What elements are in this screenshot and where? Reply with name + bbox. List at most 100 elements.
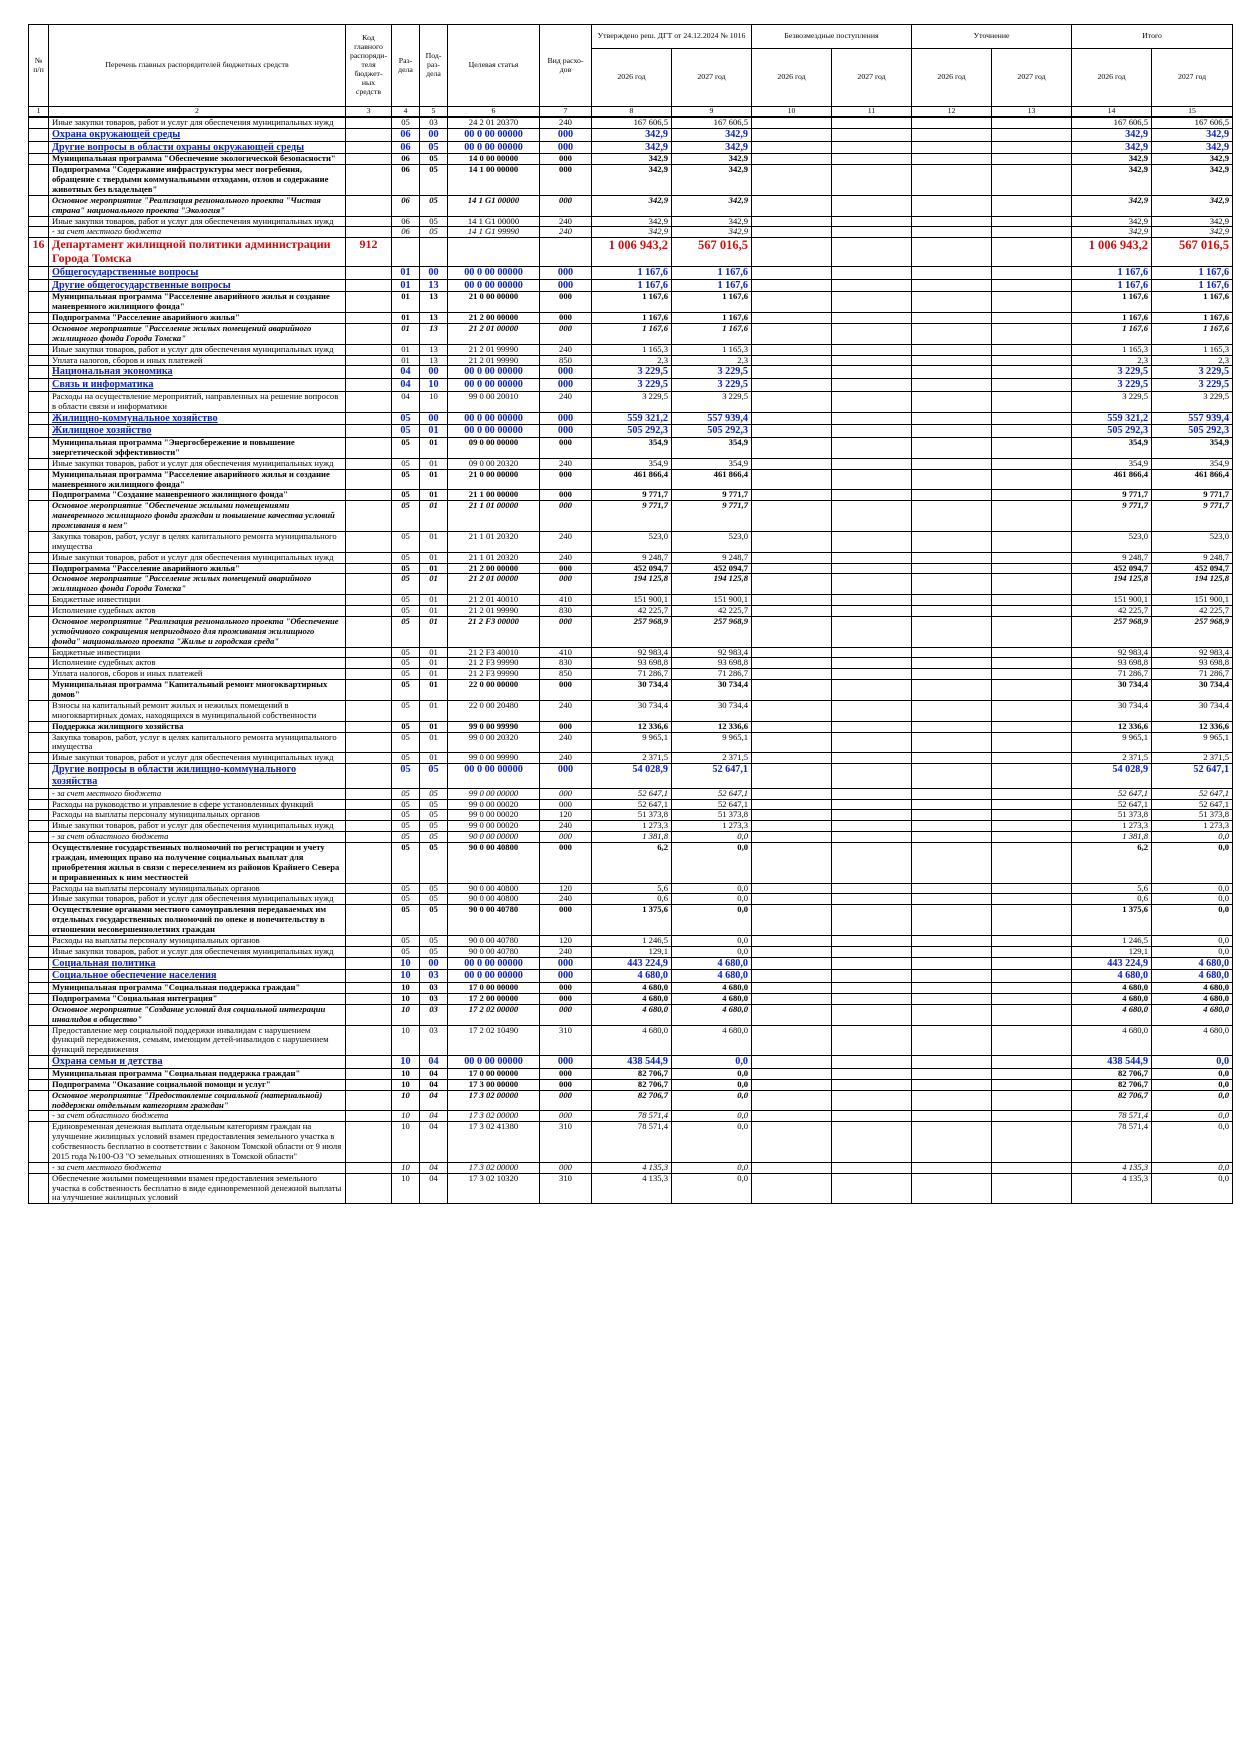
row-code bbox=[345, 1067, 392, 1080]
row-vid: 000 bbox=[539, 489, 592, 502]
row-target: 99 0 00 99990 bbox=[447, 720, 540, 733]
total-2027: 342,9 bbox=[1151, 215, 1234, 228]
free-2027 bbox=[831, 390, 913, 413]
row-name: Основное мероприятие "Реализация региона… bbox=[48, 194, 346, 217]
table-row: Основное мероприятие "Создание условий д… bbox=[28, 1003, 1234, 1026]
row-vid: 240 bbox=[539, 731, 592, 754]
row-code bbox=[345, 354, 392, 367]
row-target: 00 0 00 00000 bbox=[447, 365, 540, 380]
row-vid: 000 bbox=[539, 1110, 592, 1123]
row-number bbox=[28, 562, 49, 575]
row-razdel: 05 bbox=[391, 904, 420, 936]
total-2026: 1 381,8 bbox=[1071, 831, 1153, 844]
approved-2026: 0,6 bbox=[591, 893, 672, 906]
header-approved: Утверждено реш. ДГТ от 24.12.2024 № 1016 bbox=[590, 24, 753, 49]
clarify-2027 bbox=[991, 226, 1073, 239]
row-number bbox=[28, 904, 49, 936]
clarify-2027 bbox=[991, 809, 1073, 822]
free-2027 bbox=[831, 343, 913, 356]
free-2027 bbox=[831, 798, 913, 811]
row-number bbox=[28, 842, 49, 884]
header-year-2026: 2026 год bbox=[1071, 48, 1153, 107]
row-podrazdel: 05 bbox=[419, 831, 448, 844]
row-target: 17 3 02 41380 bbox=[447, 1121, 540, 1163]
clarify-2026 bbox=[911, 787, 993, 800]
clarify-2026 bbox=[911, 1024, 993, 1057]
free-2026 bbox=[751, 615, 833, 648]
row-name: - за счет местного бюджета bbox=[48, 1161, 346, 1174]
approved-2027: 342,9 bbox=[670, 153, 753, 166]
free-2027 bbox=[831, 551, 913, 564]
row-vid: 000 bbox=[539, 956, 592, 971]
row-razdel: 05 bbox=[391, 752, 420, 765]
row-code bbox=[345, 945, 392, 958]
row-vid: 000 bbox=[539, 127, 592, 142]
row-name: Осуществление государственных полномочий… bbox=[48, 842, 346, 884]
free-2027 bbox=[831, 457, 913, 470]
table-row: - за счет областного бюджета 05 05 90 0 00 … bbox=[28, 831, 1234, 844]
row-vid: 310 bbox=[539, 1121, 592, 1163]
free-2027 bbox=[831, 646, 913, 659]
clarify-2026 bbox=[911, 842, 993, 884]
table-row: Основное мероприятие "Расселение жилых п… bbox=[28, 573, 1234, 596]
approved-2027: 1 167,6 bbox=[670, 322, 753, 345]
approved-2027: 1 167,6 bbox=[670, 312, 753, 324]
clarify-2027 bbox=[991, 798, 1073, 811]
row-name: Департамент жилищной политики администра… bbox=[48, 237, 346, 267]
approved-2026: 54 028,9 bbox=[591, 763, 672, 789]
row-target: 00 0 00 00000 bbox=[447, 140, 540, 155]
row-number bbox=[28, 116, 49, 129]
row-target: 09 0 00 00000 bbox=[447, 437, 540, 459]
approved-2027: 3 229,5 bbox=[670, 390, 753, 413]
approved-2026: 1 375,6 bbox=[591, 904, 672, 936]
row-code bbox=[345, 1121, 392, 1163]
header-code: Код главного распоряди-теля бюджет-ных с… bbox=[345, 24, 392, 107]
row-name: Муниципальная программа "Расселение авар… bbox=[48, 468, 346, 491]
row-razdel: 05 bbox=[391, 411, 420, 426]
row-number bbox=[28, 424, 49, 439]
row-razdel: 05 bbox=[391, 699, 420, 722]
free-2026 bbox=[751, 646, 833, 659]
row-razdel: 05 bbox=[391, 437, 420, 459]
free-2026 bbox=[751, 969, 833, 984]
row-razdel: 01 bbox=[391, 265, 420, 280]
free-2027 bbox=[831, 573, 913, 596]
clarify-2026 bbox=[911, 893, 993, 906]
clarify-2027 bbox=[991, 365, 1073, 380]
header-podrazdel: Под-раз-дела bbox=[419, 24, 448, 107]
total-2026: 1 375,6 bbox=[1071, 904, 1153, 936]
table-row: Исполнение судебных актов 05 01 21 2 F3 999… bbox=[28, 657, 1234, 670]
row-vid: 000 bbox=[539, 992, 592, 1005]
total-2027: 342,9 bbox=[1151, 140, 1234, 155]
free-2027 bbox=[831, 934, 913, 947]
free-2026 bbox=[751, 1078, 833, 1091]
row-vid: 830 bbox=[539, 657, 592, 670]
row-podrazdel: 01 bbox=[419, 699, 448, 722]
approved-2027: 0,0 bbox=[670, 1161, 753, 1174]
row-podrazdel: 01 bbox=[419, 668, 448, 681]
free-2027 bbox=[831, 378, 913, 392]
row-podrazdel: 13 bbox=[419, 354, 448, 367]
row-podrazdel: 03 bbox=[419, 982, 448, 994]
row-number bbox=[28, 945, 49, 958]
row-number bbox=[28, 411, 49, 426]
free-2026 bbox=[751, 322, 833, 345]
row-code bbox=[345, 1078, 392, 1091]
row-name: Иные закупки товаров, работ и услуг для … bbox=[48, 343, 346, 356]
total-2027: 3 229,5 bbox=[1151, 390, 1234, 413]
approved-2026: 194 125,8 bbox=[591, 573, 672, 596]
clarify-2027 bbox=[991, 969, 1073, 984]
row-target: 14 1 G1 99990 bbox=[447, 226, 540, 239]
row-vid: 000 bbox=[539, 322, 592, 345]
clarify-2027 bbox=[991, 646, 1073, 659]
row-vid: 240 bbox=[539, 116, 592, 129]
total-2027: 12 336,6 bbox=[1151, 720, 1234, 733]
row-target: 21 2 01 00000 bbox=[447, 573, 540, 596]
row-code bbox=[345, 699, 392, 722]
total-2026: 9 771,7 bbox=[1071, 489, 1153, 502]
clarify-2027 bbox=[991, 1121, 1073, 1163]
row-number bbox=[28, 226, 49, 239]
total-2027: 354,9 bbox=[1151, 457, 1234, 470]
clarify-2026 bbox=[911, 140, 993, 155]
row-razdel: 06 bbox=[391, 153, 420, 166]
